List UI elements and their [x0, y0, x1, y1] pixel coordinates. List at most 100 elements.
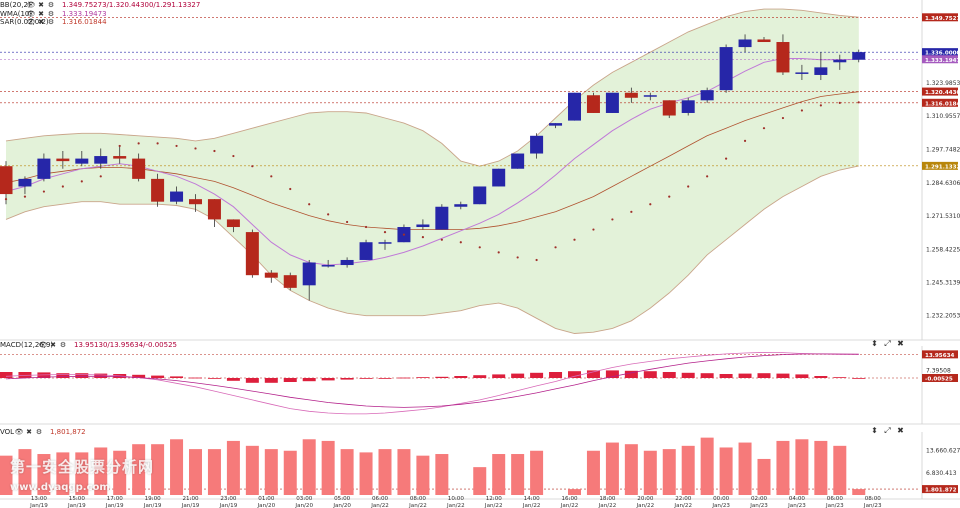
eye-icon[interactable]: 👁 — [14, 428, 24, 437]
candle-down — [189, 199, 202, 205]
close-icon[interactable]: ✖ — [38, 1, 44, 10]
legend-wma-name: WMA(10) — [0, 9, 33, 18]
eye-icon[interactable]: 👁 — [26, 1, 36, 10]
volume-bar — [264, 449, 278, 495]
volume-bar — [245, 445, 259, 495]
time-tick-label: 13:00 — [31, 496, 48, 502]
macd-histogram-bar — [605, 370, 619, 378]
sar-dot — [592, 228, 595, 231]
date-tick-label: Jan/23 — [863, 503, 882, 508]
date-tick-label: Jan/22 — [408, 503, 427, 508]
close-icon[interactable]: ✖ — [26, 428, 32, 437]
expand-icon[interactable]: ⤢ — [884, 426, 891, 435]
volume-bar — [681, 445, 695, 495]
sar-dot — [857, 101, 860, 104]
watermark-url: www.dyaqgp.com — [10, 482, 110, 493]
candle-up — [170, 191, 184, 202]
close-icon[interactable]: ✖ — [897, 339, 904, 348]
candle-up — [511, 153, 525, 169]
legend-sar-values: 1.316.01844 — [62, 18, 107, 27]
macd-histogram-bar — [151, 375, 165, 378]
volume-bar — [75, 452, 89, 495]
sar-dot — [573, 238, 576, 241]
candle-up — [738, 39, 752, 48]
close-icon[interactable]: ✖ — [38, 18, 44, 27]
time-tick-label: 20:00 — [637, 496, 654, 502]
sar-dot — [630, 210, 633, 213]
macd-tick-label: 7.39508 — [926, 368, 951, 375]
close-icon[interactable]: ✖ — [50, 341, 56, 350]
date-tick-label: Jan/22 — [673, 503, 692, 508]
move-panel-icon[interactable]: ⬍ — [871, 339, 878, 348]
sar-dot — [327, 213, 330, 216]
sar-dot — [687, 185, 690, 188]
gear-icon[interactable]: ⚙ — [47, 1, 55, 10]
close-icon[interactable]: ✖ — [897, 426, 904, 435]
candle-down — [226, 219, 240, 228]
date-tick-label: Jan/23 — [749, 503, 768, 508]
volume-bar — [473, 467, 487, 495]
candle-up — [530, 135, 544, 154]
legend-vol-name: VOL — [0, 428, 15, 437]
sar-dot — [535, 258, 538, 262]
candle-up — [814, 67, 828, 75]
sar-dot — [194, 147, 197, 150]
eye-icon[interactable]: 👁 — [26, 18, 36, 27]
price-tick-label: 1.258.42252 — [926, 246, 960, 253]
price-tick-label: 1.284.63066 — [926, 180, 960, 187]
volume-bar — [795, 439, 809, 495]
eye-icon[interactable]: 👁 — [38, 341, 48, 350]
date-tick-label: Jan/22 — [446, 503, 465, 508]
sar-dot — [838, 101, 841, 104]
price-legend: BB(20,2) 👁 ✖ ⚙ 1.349.75273/1.320.44300/1… — [0, 1, 200, 27]
candle-up — [75, 158, 89, 164]
time-tick-label: 12:00 — [486, 496, 503, 502]
gear-icon[interactable]: ⚙ — [47, 18, 55, 27]
gear-icon[interactable]: ⚙ — [35, 428, 43, 437]
bollinger-mid-line — [5, 91, 859, 230]
candle-up — [605, 92, 619, 113]
macd-histogram-bar — [757, 373, 771, 378]
macd-marker-label: 13.95634 — [925, 353, 954, 359]
macd-histogram-bar — [738, 373, 752, 378]
volume-bar — [283, 450, 297, 495]
date-tick-label: Jan/22 — [636, 503, 655, 508]
candle-up — [94, 156, 108, 164]
date-tick-label: Jan/23 — [825, 503, 844, 508]
eye-icon[interactable]: 👁 — [26, 9, 36, 18]
price-marker-tag — [922, 98, 958, 107]
sar-dot — [346, 220, 349, 224]
date-tick-label: Jan/20 — [294, 503, 313, 508]
macd-histogram-bar — [549, 372, 563, 378]
bollinger-lower-line — [5, 165, 859, 334]
close-icon[interactable]: ✖ — [38, 9, 44, 18]
candle-up — [492, 168, 506, 187]
candle-down — [245, 232, 259, 276]
volume-marker-label: 1.801.872 — [925, 488, 957, 494]
candle-down — [56, 158, 70, 162]
sar-dot — [364, 225, 368, 229]
volume-bar — [18, 449, 32, 495]
time-tick-label: 10:00 — [448, 496, 465, 502]
sar-dot — [668, 195, 671, 198]
volume-bar — [170, 439, 184, 495]
move-panel-icon[interactable]: ⬍ — [871, 426, 878, 435]
volume-tick-label: 6.830.413 — [926, 470, 957, 477]
price-marker-label: 1.336.00000 — [925, 51, 960, 57]
date-tick-label: Jan/20 — [332, 503, 351, 508]
gear-icon[interactable]: ⚙ — [59, 341, 67, 350]
legend-bb-values: 1.349.75273/1.320.44300/1.291.13327 — [62, 1, 201, 10]
volume-bar — [56, 452, 70, 495]
date-tick-label: Jan/19 — [143, 503, 162, 508]
sar-dot — [497, 251, 500, 254]
candle-down — [624, 92, 638, 98]
sar-dot — [42, 190, 46, 193]
sar-dot — [118, 144, 121, 148]
sar-dot — [156, 142, 159, 145]
date-tick-label: Jan/19 — [67, 503, 86, 508]
macd-histogram-bar — [719, 374, 733, 378]
sar-dot — [383, 230, 387, 234]
expand-icon[interactable]: ⤢ — [884, 339, 891, 348]
macd-histogram-bar — [207, 378, 221, 379]
gear-icon[interactable]: ⚙ — [47, 9, 55, 18]
